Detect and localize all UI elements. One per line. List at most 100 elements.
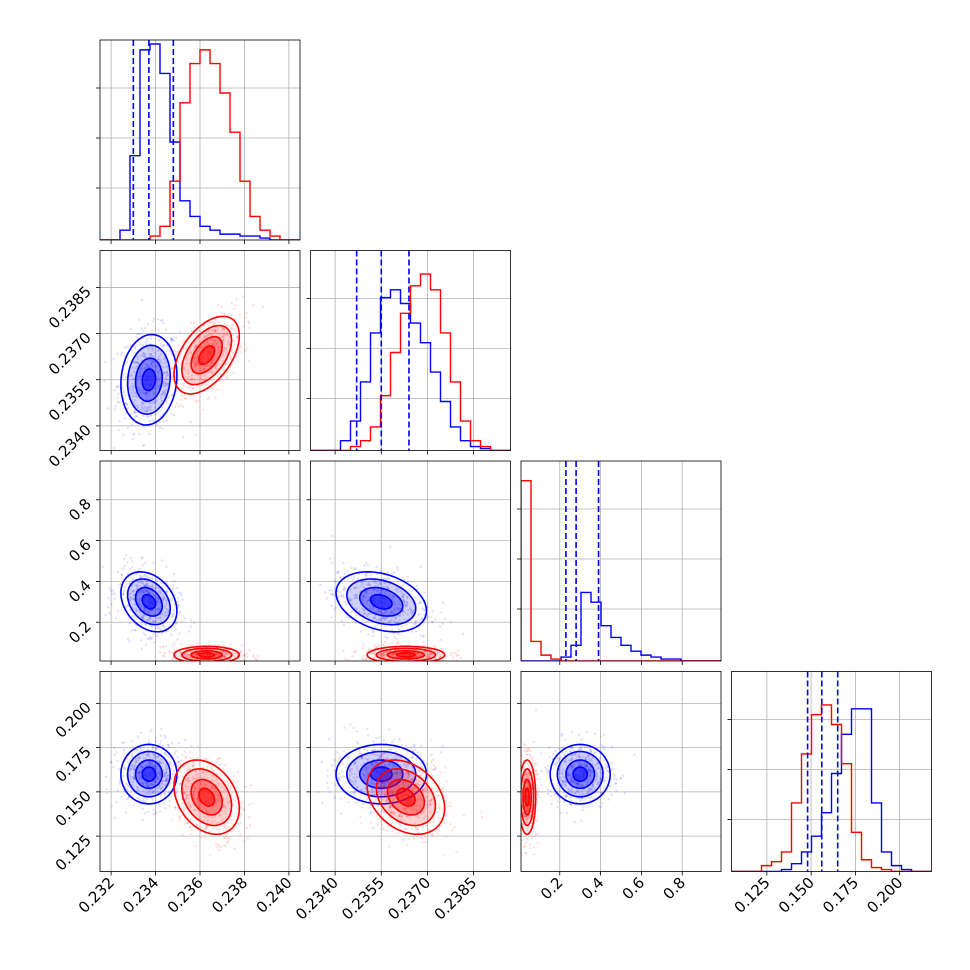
scatter-point [391, 763, 394, 767]
scatter-point [211, 807, 214, 810]
scatter-point [194, 400, 198, 404]
scatter-point [163, 752, 167, 755]
scatter-point [439, 751, 443, 754]
scatter-point [153, 391, 156, 395]
scatter-point [387, 781, 390, 785]
scatter-point [108, 612, 111, 615]
scatter-point [411, 777, 415, 781]
scatter-point [151, 746, 154, 749]
scatter-point [356, 742, 360, 745]
contour-line-series-1 [173, 315, 241, 395]
contour-line-series-0 [134, 759, 163, 790]
scatter-point [135, 583, 138, 587]
scatter-point [398, 618, 401, 622]
scatter-point [144, 764, 148, 767]
scatter-point [397, 785, 400, 789]
scatter-point [163, 392, 167, 396]
scatter-point [218, 320, 221, 324]
scatter-point [388, 792, 391, 795]
scatter-point [214, 801, 218, 805]
scatter-point [139, 354, 142, 358]
scatter-point [422, 791, 425, 794]
scatter-point [254, 657, 257, 660]
scatter-point [437, 817, 440, 820]
scatter-point [222, 844, 226, 847]
scatter-point [161, 402, 164, 405]
scatter-point [189, 825, 192, 829]
scatter-point [147, 763, 150, 767]
scatter-point [383, 656, 387, 659]
scatter-point [162, 646, 165, 649]
scatter-point [160, 319, 163, 322]
scatter-point [224, 812, 227, 816]
scatter-point [393, 652, 396, 655]
scatter-point [167, 790, 171, 793]
contour-line-series-1 [180, 767, 233, 827]
scatter-point [379, 591, 383, 595]
scatter-point [225, 841, 229, 844]
scatter-point [190, 351, 193, 355]
scatter-point [143, 409, 146, 413]
scatter-point [223, 656, 226, 659]
scatter-point [143, 609, 146, 613]
scatter-point [337, 595, 340, 598]
scatter-point [135, 789, 139, 792]
scatter-point [216, 843, 220, 846]
scatter-point [131, 766, 134, 770]
scatter-point [430, 798, 433, 802]
scatter-point [204, 774, 207, 777]
scatter-point [186, 767, 189, 771]
scatter-point [145, 364, 149, 367]
scatter-point [440, 647, 443, 651]
scatter-point [364, 658, 368, 661]
scatter-point [137, 772, 141, 775]
scatter-point [423, 591, 426, 594]
scatter-point [395, 771, 399, 774]
scatter-point [208, 321, 212, 325]
scatter-point [163, 792, 166, 796]
scatter-point [107, 407, 110, 410]
scatter-point [161, 785, 164, 789]
scatter-point [141, 798, 145, 802]
scatter-point [138, 318, 141, 321]
scatter-point [145, 781, 149, 785]
scatter-point [171, 351, 174, 355]
scatter-point [398, 614, 401, 618]
scatter-point [144, 353, 147, 356]
scatter-point [224, 664, 226, 666]
scatter-point [132, 385, 135, 389]
scatter-point [387, 587, 391, 590]
scatter-point [354, 594, 357, 598]
scatter-point [216, 794, 220, 798]
scatter-point [385, 766, 389, 769]
panel-content [521, 461, 721, 661]
scatter-point [147, 394, 151, 397]
scatter-point [214, 779, 217, 783]
scatter-point [179, 592, 183, 595]
scatter-point [195, 356, 199, 359]
scatter-point [372, 606, 375, 609]
scatter-point [193, 344, 197, 347]
scatter-point [201, 766, 204, 769]
scatter-point [194, 362, 198, 365]
scatter-point [388, 778, 391, 781]
scatter-point [237, 662, 239, 664]
scatter-point [370, 778, 373, 782]
x-tick-label: 0.238 [208, 874, 251, 917]
scatter-point [161, 594, 165, 597]
scatter-point [191, 765, 195, 768]
scatter-point [163, 779, 167, 783]
scatter-point [402, 618, 406, 621]
scatter-point [384, 641, 387, 644]
scatter-point [345, 615, 349, 618]
scatter-point [185, 821, 189, 824]
scatter-point [146, 575, 149, 578]
scatter-point [366, 612, 370, 616]
scatter-point [203, 758, 207, 761]
scatter-point [379, 610, 383, 614]
scatter-point [424, 824, 428, 828]
scatter-point [224, 651, 227, 655]
scatter-point [176, 360, 180, 363]
scatter-point [381, 652, 384, 656]
scatter-point [146, 753, 150, 756]
